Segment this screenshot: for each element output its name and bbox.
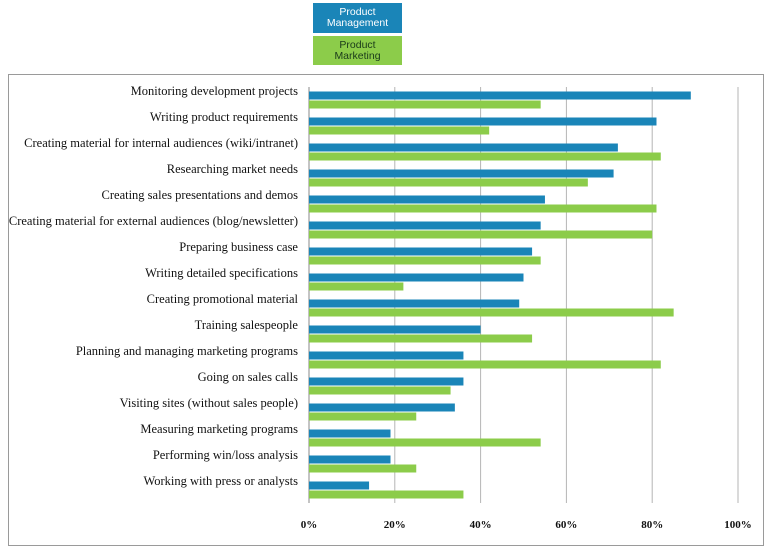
bar-product-management [309,325,481,334]
bar-product-marketing [309,334,533,343]
category-label: Creating material for external audiences… [9,214,298,228]
legend-pm-line1: Product [339,6,376,18]
category-label: Creating material for internal audiences… [24,136,298,150]
category-label: Monitoring development projects [131,84,298,98]
x-tick-label: 80% [641,519,663,531]
category-label: Researching market needs [167,162,298,176]
x-tick-label: 100% [724,519,752,531]
bar-product-marketing [309,412,417,421]
bar-product-marketing [309,178,588,187]
bar-product-marketing [309,438,541,447]
legend-product-marketing: Product Marketing [313,36,402,65]
bar-product-marketing [309,230,653,239]
category-label: Visiting sites (without sales people) [120,396,298,410]
bar-product-management [309,273,524,282]
bar-product-management [309,169,614,178]
legend-mk-line1: Product [339,38,376,51]
category-label: Training salespeople [195,318,299,332]
category-label: Planning and managing marketing programs [76,344,298,358]
legend-product-management: Product Management [313,3,402,33]
category-label: Creating sales presentations and demos [102,188,299,202]
bar-product-management [309,481,370,490]
category-label: Performing win/loss analysis [153,448,298,462]
category-label: Preparing business case [179,240,298,254]
bar-product-marketing [309,386,451,395]
bar-product-management [309,221,541,230]
bar-product-marketing [309,100,541,109]
legend-mk-line2: Marketing [334,49,381,62]
bar-product-management [309,247,533,256]
bar-product-management [309,351,464,360]
x-tick-label: 0% [301,519,318,531]
bar-product-marketing [309,126,490,135]
bar-product-marketing [309,464,417,473]
bar-product-management [309,377,464,386]
bar-product-management [309,195,545,204]
bar-product-marketing [309,360,661,369]
category-label: Working with press or analysts [143,474,298,488]
x-tick-label: 40% [470,519,492,531]
bar-product-management [309,143,618,152]
bar-product-marketing [309,204,657,213]
category-label: Measuring marketing programs [140,422,298,436]
bar-product-management [309,91,691,100]
bar-product-management [309,455,391,464]
bar-product-marketing [309,256,541,265]
bar-product-marketing [309,308,674,317]
category-label: Going on sales calls [198,370,298,384]
category-label: Writing product requirements [150,110,298,124]
category-label: Writing detailed specifications [145,266,298,280]
x-tick-label: 20% [384,519,406,531]
bar-product-marketing [309,282,404,291]
bar-product-management [309,403,455,412]
bar-product-marketing [309,490,464,499]
bar-product-management [309,299,520,308]
bar-product-management [309,117,657,126]
category-label: Creating promotional material [147,292,299,306]
legend-pm-line2: Management [326,17,389,29]
x-tick-label: 60% [555,519,577,531]
bar-product-management [309,429,391,438]
bar-product-marketing [309,152,661,161]
